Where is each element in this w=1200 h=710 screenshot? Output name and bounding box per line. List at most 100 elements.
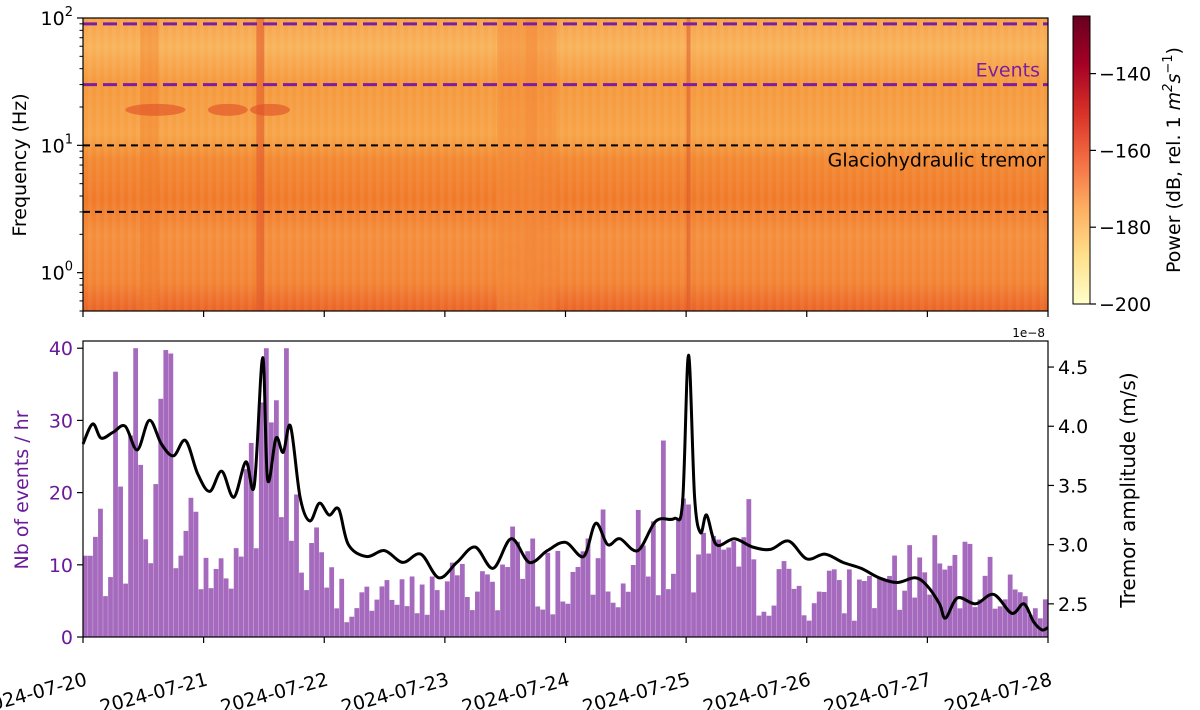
events-bar bbox=[525, 551, 531, 637]
events-bar bbox=[253, 548, 259, 637]
colorbar-tick-label: −160 bbox=[1099, 140, 1151, 162]
events-bar bbox=[701, 532, 706, 637]
events-bar bbox=[726, 547, 732, 637]
events-bar bbox=[475, 591, 480, 637]
events-bar bbox=[671, 573, 676, 637]
events-bar bbox=[997, 606, 1003, 637]
events-bar bbox=[495, 610, 500, 637]
events-y-axis-label: Nb of events / hr bbox=[11, 410, 33, 569]
events-bar bbox=[857, 579, 862, 637]
events-bar bbox=[178, 555, 184, 637]
events-bar bbox=[841, 613, 847, 637]
events-bar bbox=[927, 594, 933, 637]
events-bar bbox=[434, 590, 440, 637]
events-bar bbox=[279, 517, 284, 637]
events-bar bbox=[806, 620, 812, 637]
events-bar bbox=[1007, 574, 1013, 637]
events-bar bbox=[610, 602, 616, 637]
events-bar bbox=[138, 464, 144, 637]
events-bar bbox=[761, 611, 767, 637]
events-bar bbox=[912, 597, 918, 637]
events-bar bbox=[540, 609, 546, 637]
tremor-tick-label: 4.5 bbox=[1058, 357, 1088, 379]
events-bar bbox=[801, 615, 807, 637]
events-bar bbox=[836, 580, 842, 637]
events-bar bbox=[1017, 592, 1023, 637]
events-bar bbox=[922, 572, 928, 637]
date-tick-label: 2024-07-26 bbox=[701, 669, 813, 710]
events-bar bbox=[1002, 599, 1008, 637]
events-bar bbox=[218, 558, 224, 637]
colorbar-label-unit-s: s bbox=[1163, 74, 1185, 84]
events-bar bbox=[464, 597, 470, 637]
events-bar bbox=[369, 610, 375, 637]
events-bar bbox=[444, 581, 450, 637]
events-bar bbox=[233, 548, 239, 637]
spectrogram-streak bbox=[140, 18, 159, 311]
events-bar bbox=[429, 576, 435, 637]
events-bar bbox=[706, 553, 712, 637]
events-bar bbox=[319, 552, 324, 637]
events-bar bbox=[831, 569, 837, 637]
events-bar bbox=[746, 499, 752, 637]
colorbar-tick-label: −200 bbox=[1099, 294, 1151, 316]
events-bar bbox=[399, 579, 405, 637]
events-bar bbox=[846, 569, 852, 637]
events-bar bbox=[932, 535, 938, 637]
events-bar bbox=[329, 567, 335, 637]
events-bar bbox=[867, 575, 872, 637]
spectrogram-y-ticks: 100 101 102 bbox=[41, 5, 83, 312]
spectrogram-x-ticks bbox=[82, 311, 1049, 317]
events-bar bbox=[917, 557, 923, 637]
date-tick-label: 2024-07-24 bbox=[459, 669, 571, 710]
events-bar bbox=[324, 587, 330, 637]
events-bar bbox=[585, 538, 591, 637]
events-bar bbox=[731, 541, 737, 637]
events-bar bbox=[193, 511, 199, 637]
events-tick-label: 20 bbox=[49, 483, 73, 505]
events-tick-label: 0 bbox=[61, 627, 73, 649]
spectrogram-burst bbox=[125, 103, 186, 116]
events-bar bbox=[676, 520, 681, 637]
events-bar bbox=[826, 570, 832, 637]
events-bar bbox=[284, 348, 289, 637]
tremor-tick-label: 3.5 bbox=[1058, 475, 1088, 497]
events-bar bbox=[299, 572, 304, 637]
events-bar bbox=[650, 521, 656, 637]
events-bar bbox=[309, 543, 314, 637]
spectrogram-streak bbox=[526, 18, 557, 311]
events-bar bbox=[208, 588, 214, 637]
events-bar bbox=[485, 574, 490, 637]
events-bar bbox=[630, 565, 636, 637]
events-bar bbox=[263, 348, 269, 637]
events-bar bbox=[198, 589, 204, 637]
events-bar bbox=[781, 561, 787, 637]
events-bar bbox=[751, 559, 757, 637]
spectrogram-burst bbox=[249, 103, 290, 116]
events-bar bbox=[605, 591, 611, 637]
events-bar bbox=[128, 435, 134, 637]
events-bar bbox=[721, 549, 727, 637]
events-bar bbox=[500, 564, 505, 637]
events-bar bbox=[103, 596, 108, 637]
tremor-tick-label: 3.0 bbox=[1058, 535, 1088, 557]
events-bar bbox=[565, 603, 571, 637]
events-bar bbox=[1042, 599, 1048, 637]
events-bar bbox=[344, 622, 350, 637]
events-bar bbox=[113, 371, 118, 637]
events-bar bbox=[992, 608, 998, 637]
colorbar-label-prefix: Power (dB, rel. 1 bbox=[1163, 110, 1185, 273]
events-bar bbox=[294, 494, 299, 637]
events-bar bbox=[640, 545, 646, 637]
colorbar-ticks: −140 −160 −180 −200 bbox=[1090, 64, 1151, 316]
events-bar bbox=[88, 555, 93, 637]
events-bar bbox=[470, 610, 475, 637]
events-bar bbox=[123, 583, 128, 637]
colorbar-label-sup2: −1 bbox=[1161, 54, 1176, 73]
colorbar-label: Power (dB, rel. 1 m2s−1) bbox=[1161, 47, 1185, 273]
events-bar bbox=[590, 594, 596, 637]
date-tick-label: 2024-07-27 bbox=[821, 669, 933, 710]
events-bar bbox=[791, 588, 797, 637]
events-bar bbox=[158, 398, 164, 637]
events-tick-label: 10 bbox=[49, 555, 73, 577]
